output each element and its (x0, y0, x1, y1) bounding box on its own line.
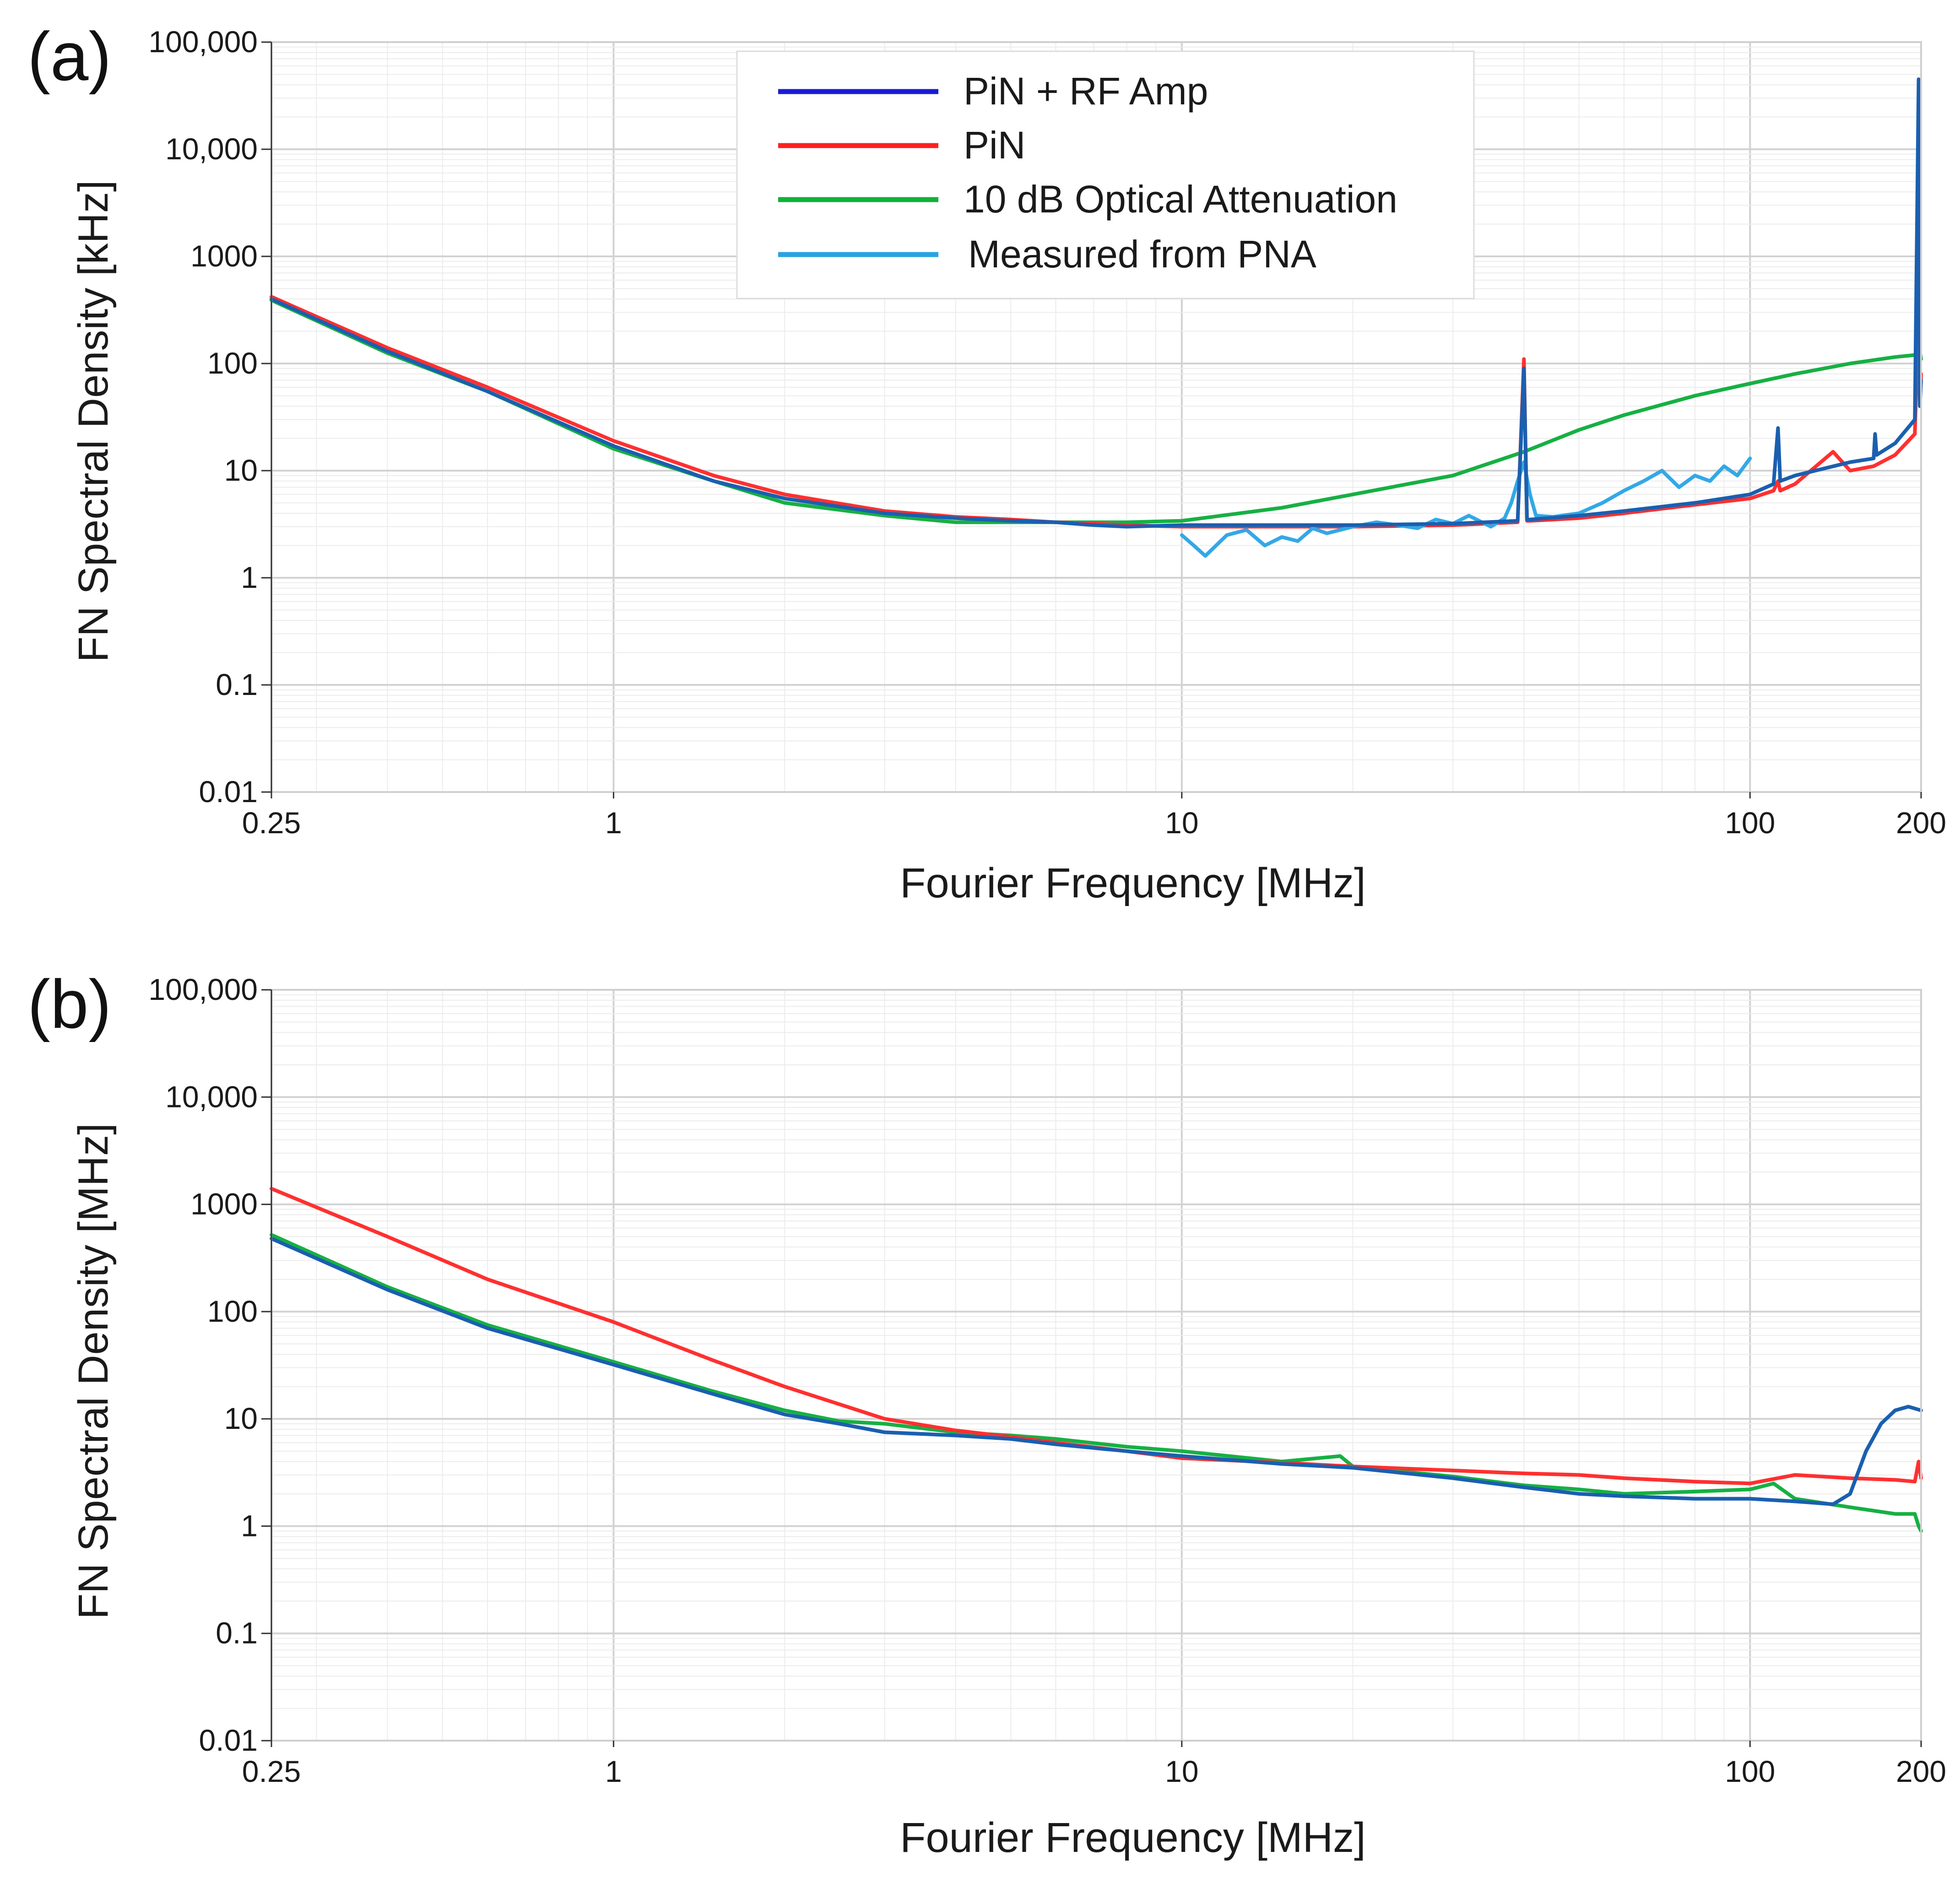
legend-label: PiN + RF Amp (964, 70, 1208, 113)
y-tick-label: 0.1 (216, 668, 258, 701)
panel-a-legend: PiN + RF Amp PiN 10 dB Optical Attenuati… (736, 50, 1475, 299)
x-tick-label: 100 (1725, 1754, 1775, 1788)
x-tick-label: 0.25 (242, 806, 301, 840)
y-tick-label: 1000 (190, 1187, 258, 1221)
panel-b-y-axis-title: FN Spectral Density [MHz] (70, 1123, 117, 1619)
y-tick-label: 10 (224, 453, 258, 487)
y-tick-label: 0.01 (199, 1723, 258, 1757)
x-tick-label: 10 (1165, 1754, 1198, 1788)
y-tick-label: 1 (241, 560, 258, 594)
x-tick-label: 1 (605, 806, 622, 840)
y-tick-label: 10 (224, 1401, 258, 1435)
y-tick-label: 100 (207, 1294, 258, 1328)
y-tick-label: 100,000 (148, 972, 258, 1006)
panel-a-y-axis-title: FN Spectral Density [kHz] (70, 180, 117, 662)
panel-b-label: (b) (27, 966, 111, 1042)
x-tick-label: 0.25 (242, 1754, 301, 1788)
panel-a-x-ticks: 0.25 1 10 100 200 (242, 792, 1946, 840)
panel-a: (a) 100,000 10,000 1000 100 10 1 0.1 0.0… (27, 18, 1946, 906)
series-line-pin-rf-amp (270, 77, 1923, 529)
x-tick-label: 100 (1725, 806, 1775, 840)
x-tick-label: 10 (1165, 806, 1198, 840)
panel-b-y-ticks: 100,000 10,000 1000 100 10 1 0.1 0.01 (148, 972, 258, 1757)
y-tick-label: 0.01 (199, 775, 258, 809)
panel-a-y-ticks: 100,000 10,000 1000 100 10 1 0.1 0.01 (148, 25, 258, 809)
panel-b-series (270, 1187, 1923, 1533)
y-tick-label: 10,000 (165, 132, 258, 166)
panel-a-y-axis: 100,000 10,000 1000 100 10 1 0.1 0.01 (148, 25, 272, 809)
panel-a-label: (a) (27, 18, 111, 95)
y-tick-label: 1000 (190, 239, 258, 273)
y-tick-label: 0.1 (216, 1616, 258, 1650)
y-tick-label: 100,000 (148, 25, 258, 59)
series-line-pin-rf-amp (270, 1237, 1923, 1506)
y-tick-label: 100 (207, 346, 258, 380)
legend-label: 10 dB Optical Attenuation (964, 178, 1397, 221)
panel-b-y-axis: 100,000 10,000 1000 100 10 1 0.1 0.01 (148, 972, 272, 1757)
x-tick-label: 200 (1896, 806, 1946, 840)
x-tick-label: 200 (1896, 1754, 1946, 1788)
panel-b-x-axis-title: Fourier Frequency [MHz] (900, 1814, 1365, 1861)
panel-b: (b) 100,000 10,000 1000 100 10 1 0.1 0.0… (27, 966, 1946, 1861)
legend-label: PiN (964, 124, 1025, 167)
panel-b-grid (271, 990, 1922, 1742)
y-tick-label: 1 (241, 1509, 258, 1542)
panel-b-x-ticks: 0.25 1 10 100 200 (242, 1741, 1946, 1788)
legend-label: Measured from PNA (968, 233, 1316, 276)
x-tick-label: 1 (605, 1754, 622, 1788)
panel-a-x-axis-title: Fourier Frequency [MHz] (900, 860, 1365, 906)
y-tick-label: 10,000 (165, 1080, 258, 1113)
panel-a-series (270, 77, 1923, 558)
